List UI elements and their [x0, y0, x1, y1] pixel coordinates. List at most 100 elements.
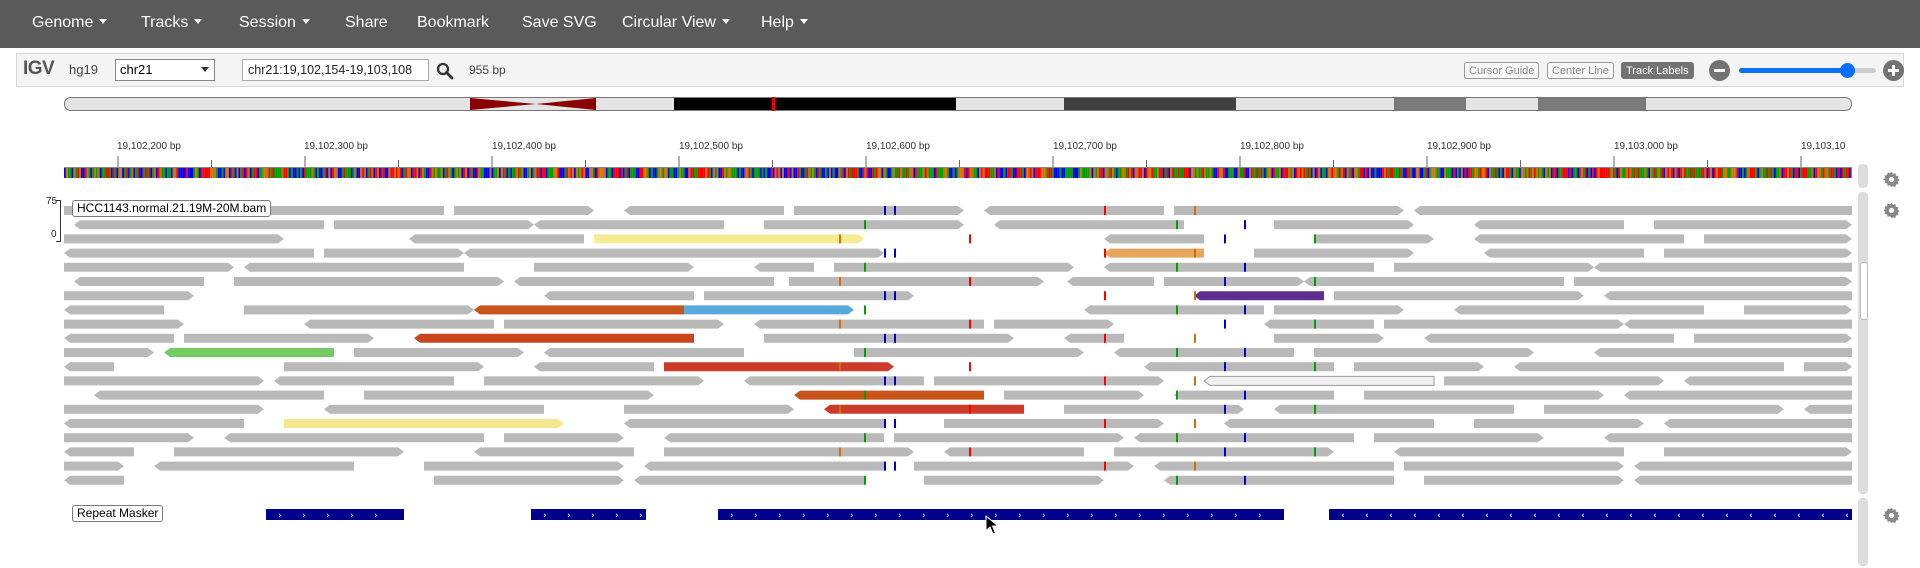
base	[1335, 168, 1338, 178]
strand-arrow: ›	[567, 511, 571, 521]
base	[347, 168, 350, 178]
base	[1417, 168, 1420, 178]
base	[442, 168, 445, 178]
menu-genome-label: Genome	[32, 14, 94, 31]
menu-tracks[interactable]: Tracks	[141, 0, 203, 48]
base	[1271, 168, 1274, 178]
base	[680, 168, 683, 178]
base	[690, 168, 693, 178]
menu-share[interactable]: Share	[345, 0, 388, 48]
base	[992, 168, 995, 178]
zoom-slider-thumb[interactable]	[1840, 63, 1856, 78]
zoom-in-icon[interactable]	[1883, 60, 1904, 81]
track-labels-button[interactable]: Track Labels	[1621, 62, 1694, 79]
window-size-label: 955 bp	[469, 63, 506, 77]
base	[200, 168, 203, 178]
alignment-track[interactable]	[64, 190, 1852, 500]
base	[1749, 168, 1752, 178]
base	[517, 168, 520, 178]
base	[1479, 168, 1482, 178]
base	[613, 168, 616, 178]
locus-search-input[interactable]: chr21:19,102,154-19,103,108	[242, 59, 429, 81]
base	[197, 168, 200, 178]
gear-icon[interactable]	[1883, 171, 1900, 188]
menu-session[interactable]: Session	[239, 0, 310, 48]
base	[410, 168, 413, 178]
search-icon[interactable]	[436, 62, 454, 80]
base	[847, 168, 850, 178]
base	[615, 168, 618, 178]
menu-genome[interactable]: Genome	[32, 0, 108, 48]
base	[478, 168, 481, 178]
base	[395, 168, 398, 178]
aligned-read	[1067, 277, 1154, 286]
base	[131, 168, 134, 178]
aligned-read	[1314, 234, 1434, 244]
base	[744, 168, 747, 178]
zoom-slider[interactable]	[1739, 63, 1876, 78]
aligned-read	[1274, 404, 1514, 414]
menu-save-svg[interactable]: Save SVG	[522, 0, 597, 48]
strand-arrow: ›	[1138, 511, 1142, 521]
base	[92, 168, 95, 178]
base	[1813, 168, 1816, 178]
base	[425, 168, 428, 178]
strand-arrow: ›	[1018, 511, 1022, 521]
base	[1492, 168, 1495, 178]
strand-arrow: ‹	[1557, 511, 1561, 521]
cursor-guide-button[interactable]: Cursor Guide	[1464, 62, 1540, 79]
base	[349, 168, 351, 178]
base	[1828, 168, 1831, 178]
repeat-element	[718, 509, 1284, 520]
base	[859, 168, 861, 178]
alignment-track-scrollbar[interactable]	[1858, 192, 1868, 494]
sequence-track-handle[interactable]	[1858, 164, 1868, 188]
chromosome-ideogram[interactable]	[64, 97, 1852, 111]
base	[1348, 168, 1351, 178]
chromosome-select[interactable]: chr21	[115, 59, 215, 81]
center-line-button[interactable]: Center Line	[1547, 62, 1614, 79]
aligned-read	[1274, 333, 1384, 343]
aligned-read	[1664, 248, 1852, 258]
base	[855, 168, 858, 178]
base	[1147, 168, 1150, 178]
repeat-masker-track[interactable]: › › › › › › › › › › › › › › › › › › › › › › › › › › › › › › › › › ‹ ‹ ‹ ‹ ‹ ‹ ‹…	[64, 507, 1852, 523]
base	[1016, 168, 1019, 178]
base	[1372, 168, 1375, 178]
genome-label[interactable]: hg19	[69, 62, 98, 77]
base	[1063, 168, 1066, 178]
alignment-reads[interactable]	[64, 190, 1852, 500]
base	[1207, 168, 1210, 178]
menu-circular-view[interactable]: Circular View	[622, 0, 730, 48]
base	[178, 168, 181, 178]
base	[202, 168, 205, 178]
repeat-track-handle[interactable]	[1858, 498, 1868, 566]
base	[1804, 168, 1806, 178]
aligned-read	[1384, 319, 1624, 329]
base	[206, 168, 209, 178]
menu-help[interactable]: Help	[761, 0, 808, 48]
base	[229, 168, 231, 178]
base	[212, 168, 215, 178]
base	[514, 168, 516, 178]
base	[125, 168, 128, 178]
menu-bookmark[interactable]: Bookmark	[417, 0, 489, 48]
alignment-scroll-thumb[interactable]	[1860, 262, 1868, 320]
base	[287, 168, 290, 178]
base	[967, 168, 970, 178]
base	[99, 168, 102, 178]
base	[1279, 168, 1281, 178]
base	[1755, 168, 1758, 178]
mismatch	[839, 362, 841, 372]
gear-icon[interactable]	[1883, 202, 1900, 219]
mismatch	[884, 461, 886, 471]
base	[1579, 168, 1581, 178]
zoom-out-icon[interactable]	[1709, 60, 1730, 81]
gear-icon[interactable]	[1883, 507, 1900, 524]
base	[1779, 168, 1782, 178]
aligned-read	[409, 234, 584, 244]
mismatch	[1224, 277, 1226, 286]
base	[829, 168, 831, 178]
base	[1770, 168, 1773, 178]
strand-arrow: ›	[946, 511, 950, 521]
